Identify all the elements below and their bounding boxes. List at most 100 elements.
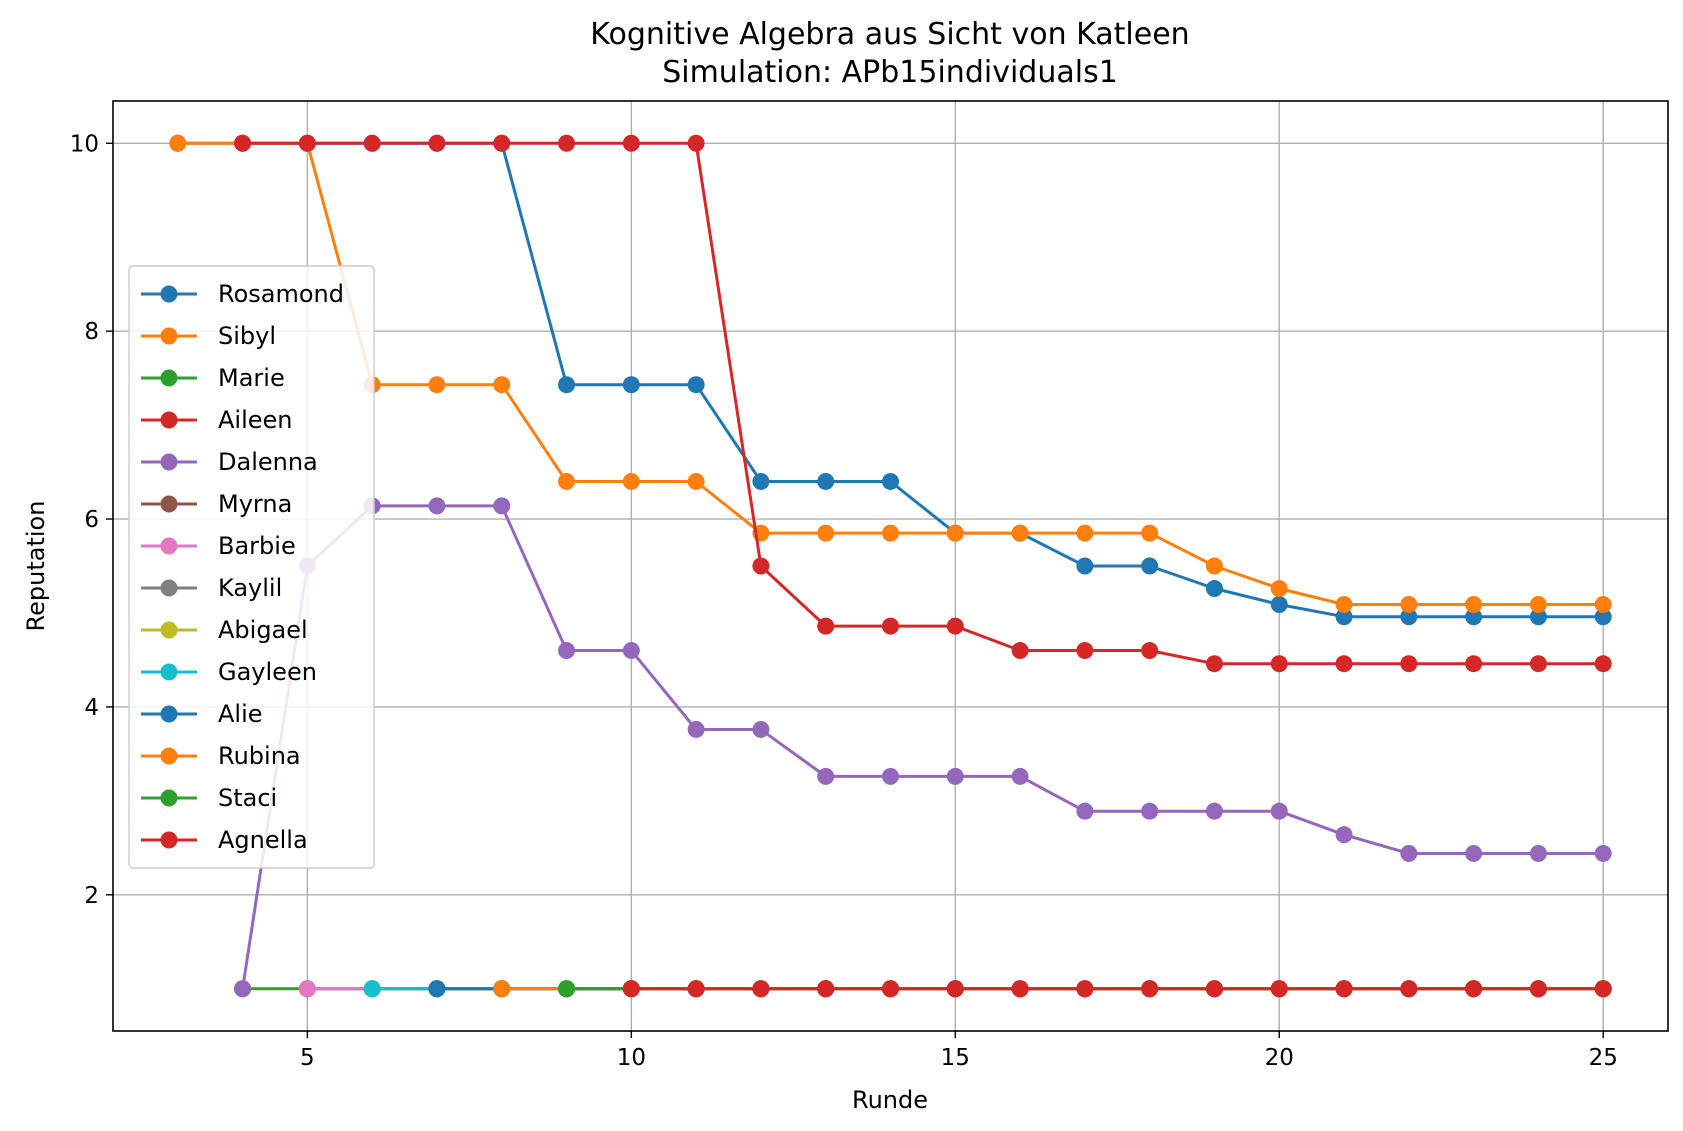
series-line bbox=[241, 504, 1604, 989]
series-sibyl bbox=[169, 134, 1612, 614]
legend-box bbox=[128, 265, 375, 869]
data-point bbox=[1465, 844, 1483, 862]
legend-label: Rubina bbox=[218, 742, 301, 770]
data-point bbox=[687, 134, 705, 152]
x-tick-label: 10 bbox=[617, 1045, 646, 1071]
legend-label: Dalenna bbox=[218, 448, 318, 476]
data-point bbox=[1465, 596, 1483, 614]
data-point bbox=[687, 472, 705, 490]
data-point bbox=[558, 376, 576, 394]
data-point bbox=[622, 134, 640, 152]
data-point bbox=[817, 767, 835, 785]
data-point bbox=[363, 980, 381, 998]
legend-marker bbox=[160, 495, 178, 513]
legend-label: Rosamond bbox=[218, 280, 344, 308]
legend-marker bbox=[160, 747, 178, 765]
data-point bbox=[1270, 980, 1288, 998]
y-tick-label: 2 bbox=[84, 883, 99, 909]
data-point bbox=[558, 134, 576, 152]
data-point bbox=[234, 980, 252, 998]
legend-item: Alie bbox=[141, 700, 263, 728]
data-point bbox=[1076, 980, 1094, 998]
data-point bbox=[1400, 655, 1418, 673]
series-agnella bbox=[622, 980, 1612, 998]
data-point bbox=[1400, 608, 1418, 626]
data-point bbox=[752, 557, 770, 575]
data-point bbox=[1076, 802, 1094, 820]
data-point bbox=[363, 134, 381, 152]
data-point bbox=[428, 376, 446, 394]
y-tick-label: 6 bbox=[84, 507, 99, 533]
legend-marker bbox=[160, 285, 178, 303]
x-tick-label: 20 bbox=[1265, 1045, 1294, 1071]
legend-label: Abigael bbox=[218, 616, 308, 644]
data-point bbox=[622, 472, 640, 490]
data-point bbox=[882, 524, 899, 542]
legend-item: Aileen bbox=[141, 406, 293, 434]
y-tick-label: 4 bbox=[84, 695, 99, 721]
data-point bbox=[1011, 767, 1029, 785]
data-point bbox=[1141, 802, 1159, 820]
data-point bbox=[558, 642, 576, 660]
chart-title: Kognitive Algebra aus Sicht von Katleen bbox=[590, 17, 1189, 52]
data-point bbox=[817, 524, 835, 542]
chart-subtitle: Simulation: APb15individuals1 bbox=[662, 55, 1118, 90]
data-point bbox=[169, 134, 187, 152]
data-point bbox=[1335, 596, 1353, 614]
data-point bbox=[752, 720, 770, 738]
data-point bbox=[1400, 980, 1418, 998]
data-point bbox=[1205, 980, 1223, 998]
legend-item: Staci bbox=[141, 784, 277, 812]
legend-label: Agnella bbox=[218, 826, 308, 854]
data-point bbox=[493, 376, 511, 394]
data-point bbox=[817, 472, 835, 490]
data-point bbox=[882, 472, 899, 490]
data-point bbox=[1400, 596, 1418, 614]
data-point bbox=[752, 472, 770, 490]
data-point bbox=[687, 376, 705, 394]
data-point bbox=[1529, 844, 1547, 862]
data-point bbox=[1335, 608, 1353, 626]
data-point bbox=[1335, 980, 1353, 998]
data-point bbox=[558, 980, 576, 998]
data-point bbox=[687, 980, 705, 998]
legend-marker bbox=[160, 537, 178, 555]
data-point bbox=[428, 980, 446, 998]
legend-marker bbox=[160, 453, 178, 471]
data-point bbox=[1335, 655, 1353, 673]
data-point bbox=[1400, 844, 1418, 862]
x-tick-label: 15 bbox=[941, 1045, 970, 1071]
data-point bbox=[1270, 655, 1288, 673]
data-point bbox=[1076, 642, 1094, 660]
data-point bbox=[1335, 826, 1353, 844]
legend-marker bbox=[160, 621, 178, 639]
data-point bbox=[1529, 608, 1547, 626]
data-point bbox=[1205, 580, 1223, 598]
data-point bbox=[1270, 580, 1288, 598]
y-tick-label: 8 bbox=[84, 319, 99, 345]
legend-marker bbox=[160, 789, 178, 807]
data-point bbox=[946, 617, 964, 635]
data-point bbox=[1270, 596, 1288, 614]
data-point bbox=[946, 524, 964, 542]
data-point bbox=[622, 642, 640, 660]
legend-item: Kaylil bbox=[141, 574, 282, 602]
data-point bbox=[493, 980, 511, 998]
data-point bbox=[622, 376, 640, 394]
legend-item: Rubina bbox=[141, 742, 301, 770]
data-point bbox=[1011, 524, 1029, 542]
data-point bbox=[298, 134, 316, 152]
data-point bbox=[817, 617, 835, 635]
data-point bbox=[1529, 596, 1547, 614]
legend-label: Myrna bbox=[218, 490, 292, 518]
data-point bbox=[1594, 844, 1612, 862]
legend-item: Sibyl bbox=[141, 322, 276, 350]
data-point bbox=[1141, 642, 1159, 660]
legend-item: Agnella bbox=[141, 826, 308, 854]
data-point bbox=[1205, 655, 1223, 673]
data-point bbox=[1141, 980, 1159, 998]
data-point bbox=[882, 980, 899, 998]
data-point bbox=[1141, 524, 1159, 542]
x-tick-label: 5 bbox=[300, 1045, 315, 1071]
data-point bbox=[1465, 980, 1483, 998]
